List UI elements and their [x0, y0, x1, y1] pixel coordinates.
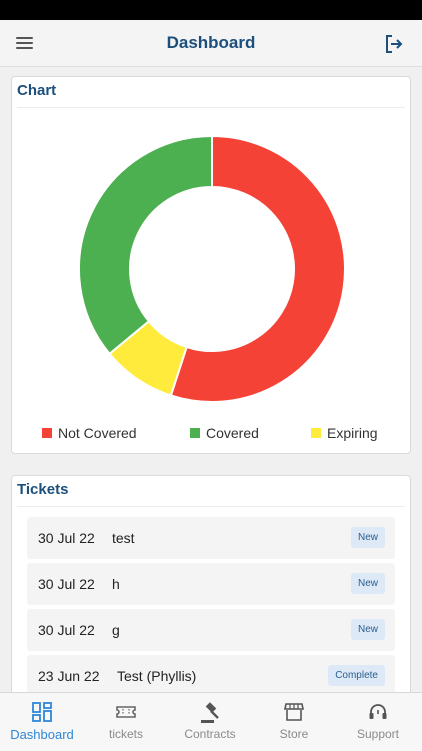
legend-item-expiring: Expiring: [311, 425, 378, 441]
tickets-card: Tickets 30 Jul 22 test New 30 Jul 22 h N…: [11, 475, 411, 705]
tab-label: tickets: [108, 727, 143, 741]
headset-icon: [369, 704, 387, 719]
ticket-date: 30 Jul 22: [38, 576, 95, 592]
ticket-row[interactable]: 23 Jun 22 Test (Phyllis) Complete: [27, 655, 395, 697]
tab-dashboard[interactable]: Dashboard: [0, 693, 84, 751]
bottom-tab-bar: Dashboard tickets Contracts Store Su: [0, 692, 422, 751]
legend-swatch: [311, 428, 321, 438]
tab-store[interactable]: Store: [252, 693, 336, 751]
ticket-name: Test (Phyllis): [117, 668, 197, 684]
logout-icon[interactable]: [382, 32, 406, 56]
tab-label: Contracts: [184, 727, 236, 741]
tab-support[interactable]: Support: [336, 693, 420, 751]
ticket-date: 30 Jul 22: [38, 530, 95, 546]
ticket-list: 30 Jul 22 test New 30 Jul 22 h New 30 Ju…: [27, 517, 395, 701]
ticket-name: h: [112, 576, 120, 592]
legend-item-covered: Covered: [190, 425, 259, 441]
status-badge: New: [350, 527, 385, 548]
donut-chart: [78, 134, 346, 403]
tab-label: Dashboard: [10, 727, 74, 742]
status-badge: Complete: [328, 665, 385, 686]
legend-label: Expiring: [327, 425, 378, 441]
legend-item-not-covered: Not Covered: [42, 425, 137, 441]
store-icon: [284, 703, 304, 721]
status-badge: New: [350, 619, 385, 640]
legend-label: Not Covered: [58, 425, 137, 441]
legend-swatch: [190, 428, 200, 438]
gavel-icon: [201, 702, 219, 723]
divider: [17, 107, 405, 108]
ticket-date: 30 Jul 22: [38, 622, 95, 638]
chart-card: Chart Not Covered Covered Expiring: [11, 76, 411, 454]
ticket-date: 23 Jun 22: [38, 668, 100, 684]
status-bar: [0, 0, 422, 20]
tab-label: Store: [279, 727, 309, 741]
ticket-row[interactable]: 30 Jul 22 test New: [27, 517, 395, 559]
tab-tickets[interactable]: tickets: [84, 693, 168, 751]
chart-legend: Not Covered Covered Expiring: [12, 425, 412, 445]
donut-slice-covered: [78, 134, 213, 356]
ticket-name: g: [112, 622, 120, 638]
status-badge: New: [350, 573, 385, 594]
hamburger-menu-icon[interactable]: [16, 34, 38, 52]
tab-contracts[interactable]: Contracts: [168, 693, 252, 751]
ticket-row[interactable]: 30 Jul 22 g New: [27, 609, 395, 651]
chart-card-title: Chart: [17, 82, 57, 99]
legend-swatch: [42, 428, 52, 438]
divider: [17, 506, 405, 507]
dashboard-grid-icon: [32, 702, 52, 722]
tickets-card-title: Tickets: [17, 481, 69, 498]
legend-label: Covered: [206, 425, 259, 441]
ticket-row[interactable]: 30 Jul 22 h New: [27, 563, 395, 605]
top-app-bar: Dashboard: [0, 20, 422, 67]
tab-label: Support: [356, 727, 400, 741]
ticket-name: test: [112, 530, 135, 546]
ticket-icon: [116, 706, 136, 718]
donut-slice-not-covered: [169, 134, 346, 403]
page-title: Dashboard: [166, 33, 256, 52]
